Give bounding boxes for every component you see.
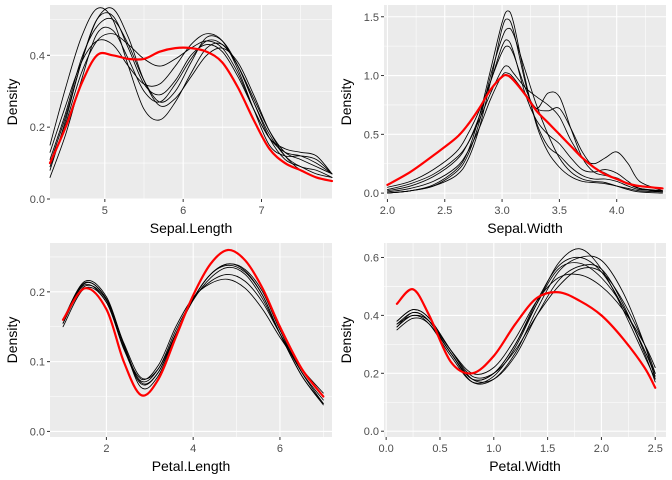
plot-background bbox=[384, 243, 666, 437]
major-gridlines bbox=[384, 243, 666, 437]
plot-background bbox=[50, 243, 332, 437]
x-tick-label: 3.5 bbox=[552, 205, 567, 217]
plot-background bbox=[384, 5, 666, 199]
chart-panel-2: 2.0 2.5 3.0 3.5 4.0 0.0 0.5 1.0 1.5 Sepal.Width De… bbox=[338, 5, 666, 236]
x-tick-label: 2.5 bbox=[437, 205, 452, 217]
x-tick-label: 6 bbox=[180, 205, 186, 217]
y-axis-title: Density bbox=[338, 317, 354, 364]
density-line-5 bbox=[396, 255, 656, 385]
y-tick-label: 0.2 bbox=[364, 368, 379, 380]
minor-gridlines bbox=[384, 243, 666, 437]
density-lines bbox=[61, 248, 325, 406]
axes: 2 4 6 0.0 0.1 0.2 bbox=[30, 287, 283, 455]
density-lines bbox=[386, 10, 664, 194]
x-tick-label: 7 bbox=[258, 205, 264, 217]
density-lines bbox=[48, 7, 334, 183]
x-axis-title: Petal.Length bbox=[152, 458, 231, 474]
axes: 2.0 2.5 3.0 3.5 4.0 0.0 0.5 1.0 1.5 bbox=[364, 12, 625, 217]
density-line-highlight bbox=[395, 288, 657, 389]
y-tick-label: 0.4 bbox=[30, 50, 45, 62]
x-tick-label: 4.0 bbox=[609, 205, 624, 217]
y-tick-label: 0.0 bbox=[30, 194, 45, 206]
y-tick-label: 0.0 bbox=[364, 188, 379, 200]
x-tick-label: 2.5 bbox=[648, 443, 663, 455]
y-tick-label: 0.2 bbox=[30, 122, 45, 134]
y-tick-label: 0.0 bbox=[364, 426, 379, 438]
density-line-5 bbox=[387, 65, 663, 192]
axes: 5 6 7 0.0 0.2 0.4 bbox=[30, 50, 265, 217]
y-axis-title: Density bbox=[338, 79, 354, 126]
density-line-6 bbox=[396, 262, 656, 381]
y-tick-label: 0.6 bbox=[364, 252, 379, 264]
x-axis-title: Sepal.Length bbox=[150, 220, 233, 236]
plot-background bbox=[50, 5, 332, 199]
x-tick-label: 2.0 bbox=[594, 443, 609, 455]
minor-gridlines bbox=[50, 5, 332, 199]
y-tick-label: 0.1 bbox=[30, 357, 45, 369]
density-line-6 bbox=[387, 39, 663, 193]
density-line-highlight bbox=[61, 248, 325, 398]
y-axis-title: Density bbox=[4, 79, 20, 126]
density-line-6 bbox=[49, 17, 333, 178]
density-line-7 bbox=[49, 7, 333, 175]
x-axis-title: Sepal.Width bbox=[487, 220, 562, 236]
x-axis-title: Petal.Width bbox=[489, 458, 561, 474]
chart-panel-4: 0.0 0.5 1.0 1.5 2.0 2.5 0.0 0.2 0.4 0.6 Petal.Widt… bbox=[338, 243, 666, 474]
x-tick-label: 1.5 bbox=[540, 443, 555, 455]
y-tick-label: 0.4 bbox=[364, 310, 379, 322]
x-tick-label: 5 bbox=[102, 205, 108, 217]
x-tick-label: 4 bbox=[190, 443, 196, 455]
major-gridlines bbox=[50, 5, 332, 200]
chart-panel-3: 2 4 6 0.0 0.1 0.2 Petal.Length Density bbox=[4, 243, 332, 474]
y-tick-label: 1.0 bbox=[364, 71, 379, 83]
major-gridlines bbox=[50, 243, 332, 437]
density-line-5 bbox=[49, 12, 333, 175]
x-tick-label: 3.0 bbox=[494, 205, 509, 217]
y-tick-label: 0.0 bbox=[30, 426, 45, 438]
x-tick-label: 2 bbox=[103, 443, 109, 455]
y-tick-label: 1.5 bbox=[364, 12, 379, 24]
x-tick-label: 6 bbox=[277, 443, 283, 455]
density-line-6 bbox=[62, 264, 324, 406]
density-line-2 bbox=[49, 26, 333, 178]
x-tick-label: 0.0 bbox=[379, 443, 394, 455]
density-lines bbox=[395, 248, 657, 389]
y-tick-label: 0.2 bbox=[30, 287, 45, 299]
chart-panel-1: 5 6 7 0.0 0.2 0.4 Sepal.Length Density bbox=[4, 5, 334, 236]
y-axis-title: Density bbox=[4, 317, 20, 364]
x-tick-label: 1.0 bbox=[486, 443, 501, 455]
axes: 0.0 0.5 1.0 1.5 2.0 2.5 0.0 0.2 0.4 0.6 bbox=[364, 252, 663, 455]
density-line-highlight bbox=[48, 46, 334, 183]
density-line-7 bbox=[387, 27, 663, 194]
density-line-highlight bbox=[386, 73, 664, 190]
x-tick-label: 2.0 bbox=[380, 205, 395, 217]
x-tick-label: 0.5 bbox=[432, 443, 447, 455]
y-tick-label: 0.5 bbox=[364, 129, 379, 141]
